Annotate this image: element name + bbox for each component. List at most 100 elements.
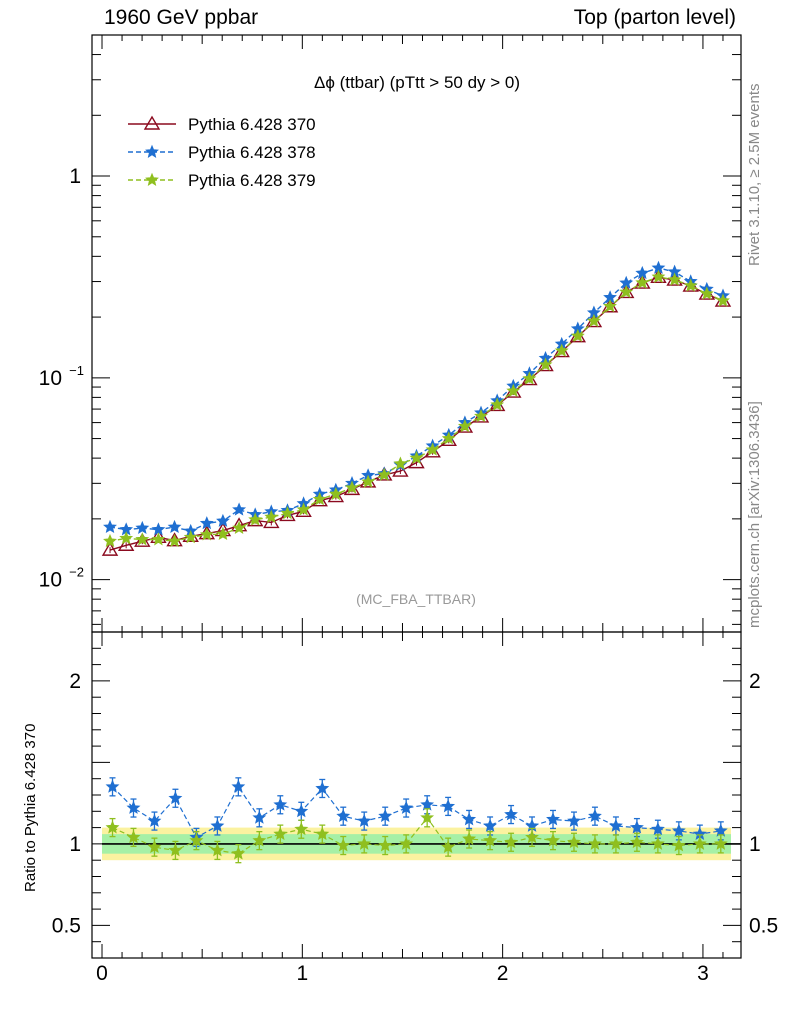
data-point [420, 797, 435, 811]
ratio-series-pythia-6-428-379 [105, 808, 728, 864]
data-point [315, 781, 330, 795]
ratio-y-tick-label: 2 [69, 670, 81, 693]
data-point [538, 357, 553, 371]
data-point [135, 520, 150, 535]
data-point [525, 830, 539, 844]
data-point [328, 486, 343, 501]
data-point [105, 779, 120, 793]
data-point [629, 820, 644, 834]
data-point [327, 488, 345, 503]
series-pythia-6-428-379 [103, 269, 730, 548]
data-point [713, 823, 728, 837]
data-point [105, 820, 120, 834]
data-point [713, 836, 728, 850]
data-point [546, 833, 560, 847]
data-point [294, 821, 309, 836]
data-point [296, 502, 311, 516]
data-point [522, 371, 537, 385]
data-point [145, 144, 159, 158]
series-line [109, 267, 724, 532]
ratio-y-tick-label-right: 2 [749, 670, 761, 693]
ratio-y-tick-label: 1 [69, 833, 81, 856]
data-point [147, 839, 162, 854]
data-point [650, 836, 665, 850]
analysis-watermark: (MC_FBA_TTBAR) [356, 591, 476, 607]
data-point [608, 836, 623, 850]
data-point [103, 519, 117, 534]
data-point [199, 527, 214, 541]
data-point [231, 846, 246, 860]
data-point [312, 492, 327, 506]
data-point [167, 533, 182, 548]
data-point [119, 531, 134, 545]
data-point [135, 532, 150, 546]
data-point [570, 328, 585, 342]
data-point [588, 836, 602, 850]
x-tick-label: 2 [497, 962, 509, 985]
data-point [586, 313, 601, 328]
ratio-y-tick-label-right: 1 [749, 833, 761, 856]
data-point [216, 513, 230, 527]
data-point [231, 779, 246, 793]
data-point [143, 115, 161, 130]
data-point [183, 530, 198, 544]
data-point [506, 383, 521, 397]
data-point [671, 838, 686, 852]
y-tick-label: 10 [39, 367, 62, 390]
data-point [101, 541, 119, 556]
data-point [567, 835, 581, 849]
x-tick-label: 1 [296, 962, 308, 985]
data-point [126, 830, 141, 844]
data-point [504, 807, 518, 821]
data-point [474, 409, 488, 423]
data-point [126, 800, 141, 814]
data-point [567, 813, 581, 827]
data-point [315, 826, 330, 841]
legend: Pythia 6.428 370 Pythia 6.428 378 Pythia 6… [128, 115, 316, 190]
data-point [441, 431, 456, 445]
data-point [588, 808, 602, 823]
legend-label: Pythia 6.428 379 [188, 171, 316, 190]
data-point [280, 506, 295, 520]
x-tick-label: 3 [697, 962, 709, 985]
data-point [151, 532, 166, 546]
data-point [667, 272, 682, 286]
data-point [361, 474, 376, 488]
process-label: Top (parton level) [573, 6, 736, 29]
data-point [199, 516, 214, 530]
y-tick-label: 10 [39, 569, 62, 592]
data-point [635, 275, 650, 289]
series-line [109, 276, 724, 542]
data-point [189, 833, 204, 847]
y-tick-label-exponent: −2 [69, 565, 84, 580]
series-pythia-6-428-370 [101, 268, 732, 556]
data-point [336, 838, 351, 852]
series-line [109, 276, 724, 551]
data-point [252, 810, 267, 824]
data-point [345, 480, 359, 494]
data-point [168, 791, 183, 805]
series-layer [101, 260, 732, 864]
data-point [357, 813, 372, 827]
data-point [399, 800, 414, 814]
data-point [117, 536, 135, 551]
ratio-y-tick-label: 0.5 [52, 914, 81, 937]
data-point [252, 833, 267, 847]
chart-title: Δϕ (ttbar) (pTtt > 50 dy > 0) [314, 73, 520, 92]
data-point [103, 533, 117, 548]
data-point [336, 808, 351, 823]
data-point [651, 269, 666, 283]
data-point [441, 799, 456, 813]
x-tick-label: 0 [96, 962, 108, 985]
data-point [210, 843, 225, 857]
data-point [457, 419, 472, 433]
data-point [357, 836, 372, 850]
frame-layer [91, 34, 742, 959]
data-point [546, 812, 560, 826]
data-point [619, 284, 634, 298]
data-point [699, 286, 714, 300]
data-point [441, 839, 456, 854]
series-pythia-6-428-378 [103, 260, 730, 537]
energy-label: 1960 GeV ppbar [104, 6, 259, 29]
